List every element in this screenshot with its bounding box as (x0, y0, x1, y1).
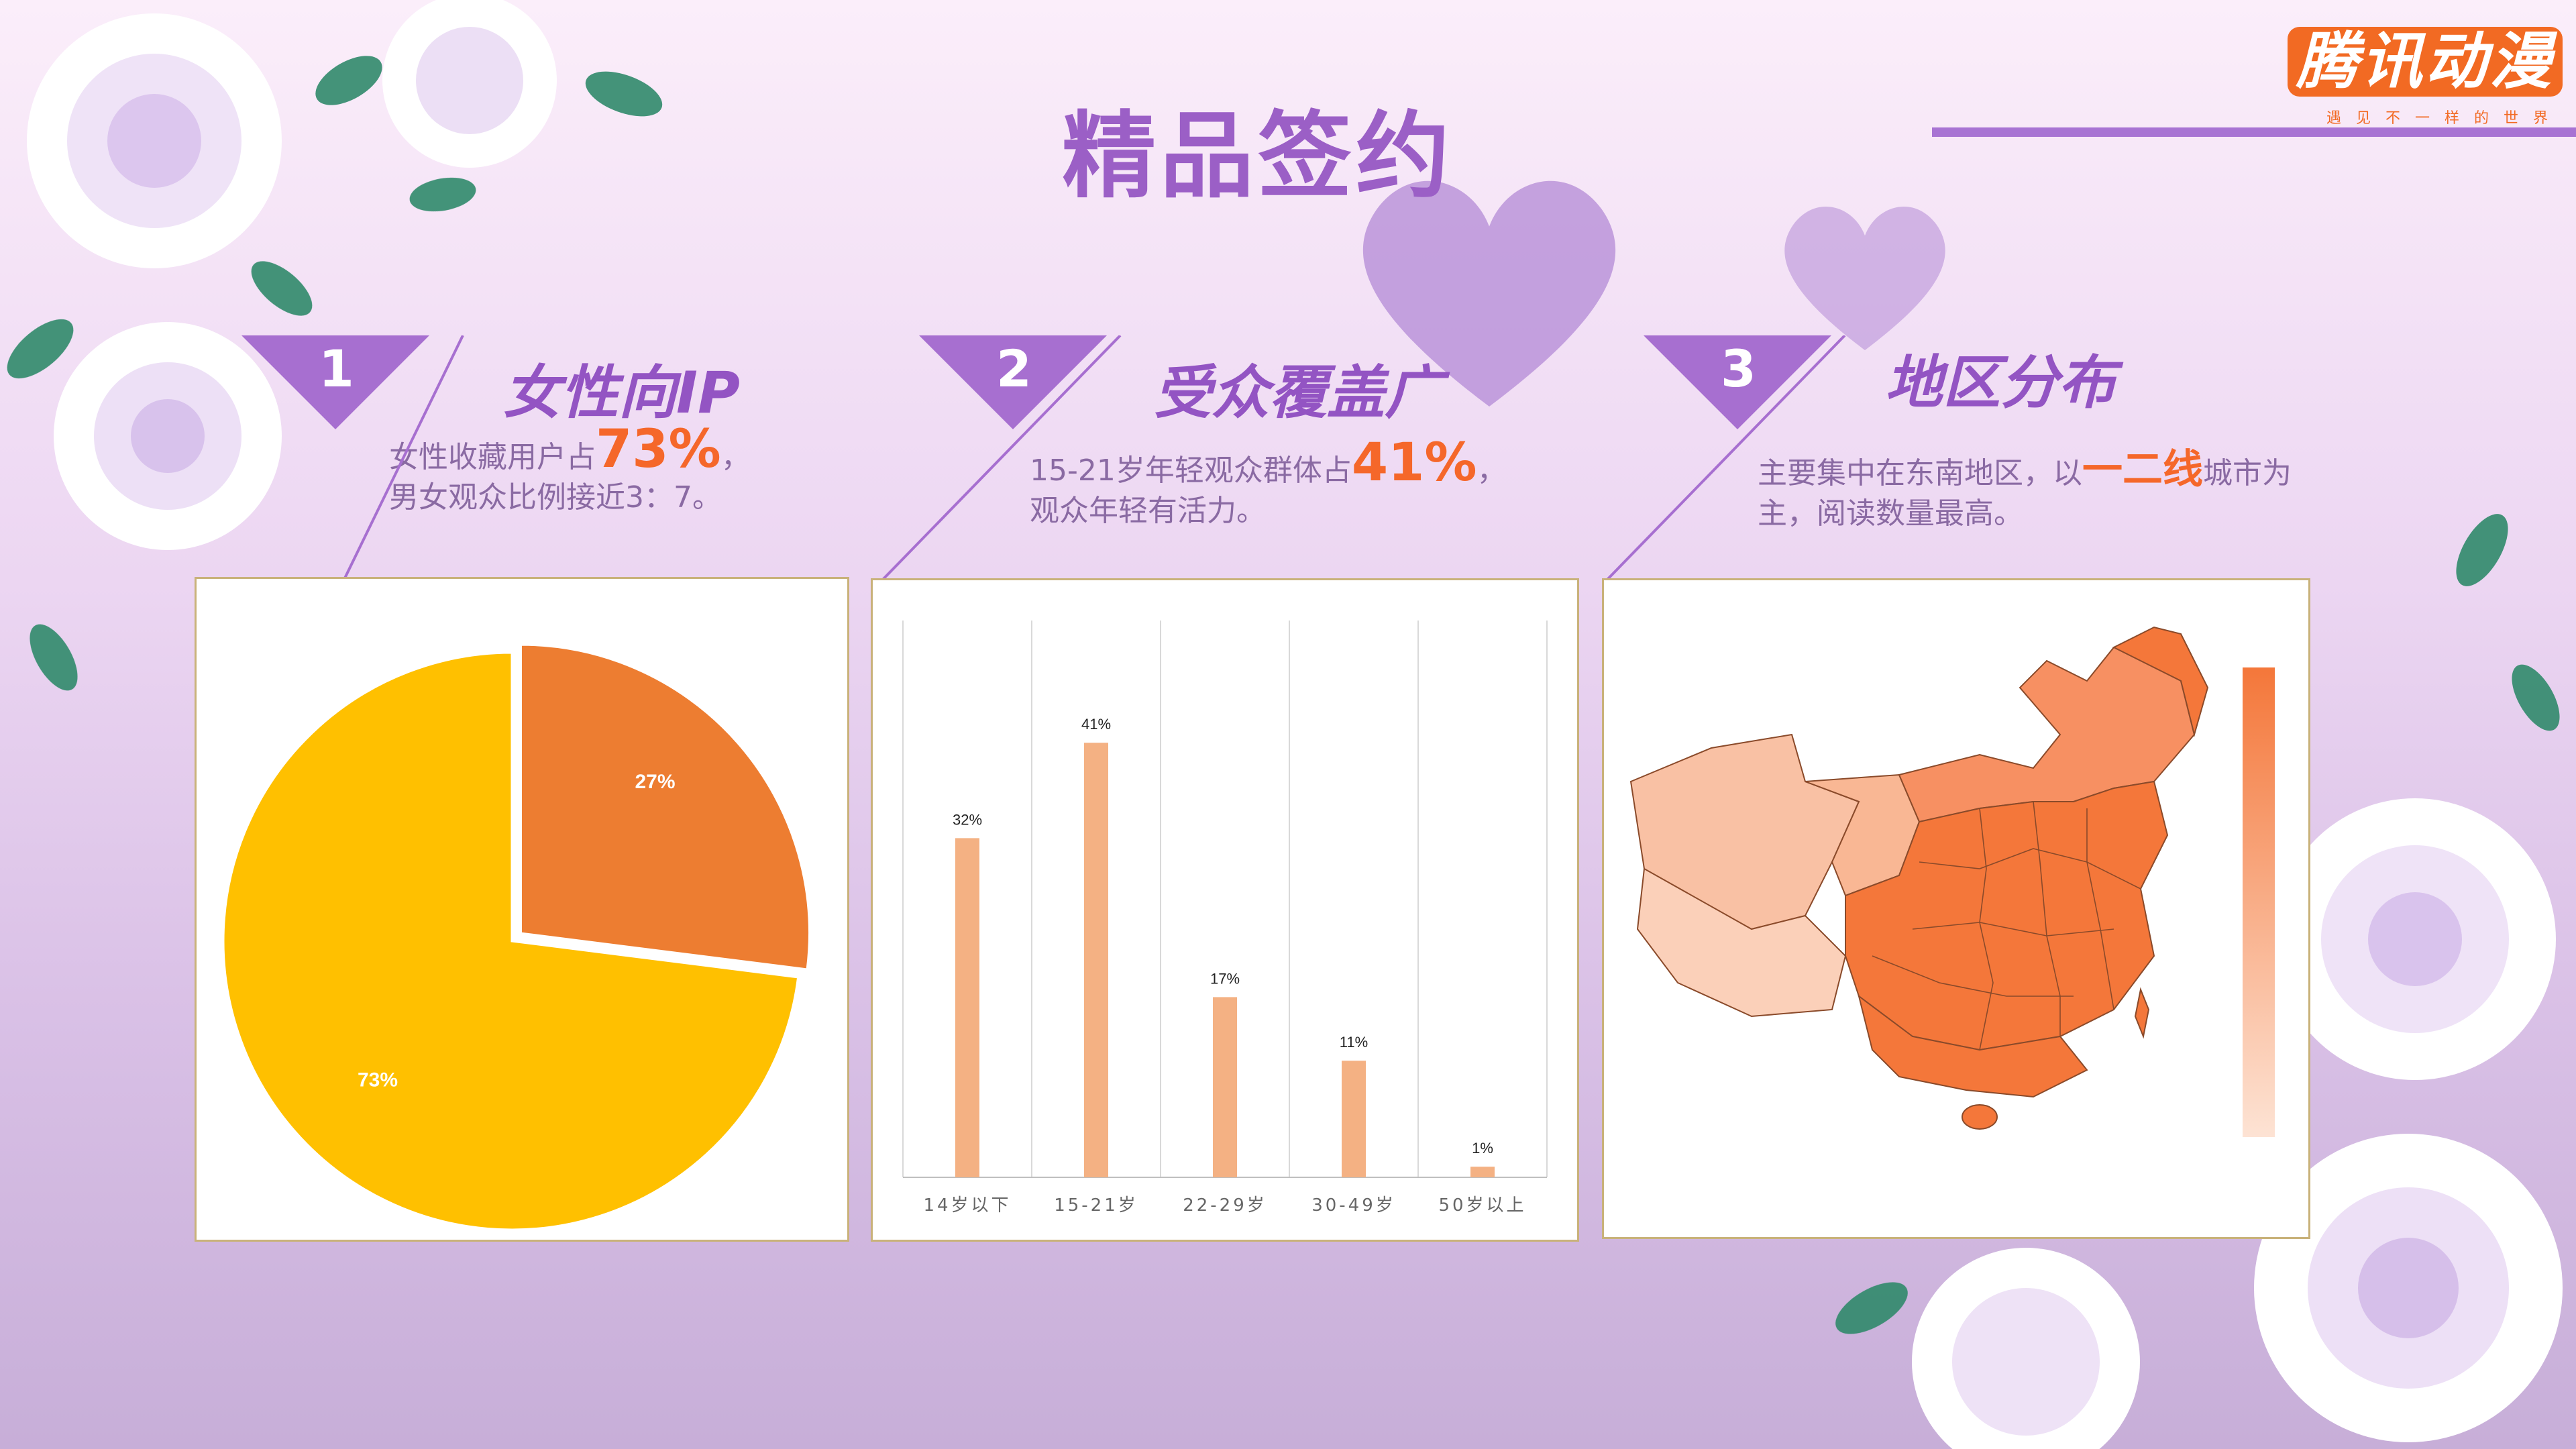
map-region-south (1858, 994, 2088, 1098)
section-1-accent-line (341, 335, 464, 584)
highlight-value: 73% (596, 419, 721, 480)
heart-decoration-icon (1784, 207, 1945, 350)
map-region-tibet (1636, 867, 1847, 1018)
map-region-hainan (1962, 1104, 1998, 1130)
bar-category-label: 50岁以上 (1438, 1195, 1526, 1216)
bar-chart-panel: 32% 14岁以下 41% 15-21岁 17% 22-29岁 11% 30-49岁 1% 50岁… (871, 578, 1579, 1242)
bar-3 (1213, 997, 1237, 1177)
section-2-triangle-icon (919, 335, 1107, 429)
section-2-title: 受众覆盖广 (1154, 360, 1442, 427)
section-1-triangle-icon (241, 335, 429, 429)
heart-decoration-icon (1362, 180, 1616, 407)
section-1-number: 1 (319, 339, 354, 398)
pie-chart: 27% 73% (222, 643, 810, 1231)
map-legend-scale (2243, 667, 2275, 1137)
section-3-title: 地区分布 (1885, 350, 2116, 417)
map-region-northeast (2112, 626, 2209, 737)
bar-category-label: 15-21岁 (1054, 1195, 1138, 1216)
bar-value-label: 41% (1081, 716, 1111, 733)
pie-chart-panel: 27% 73% (195, 577, 849, 1242)
china-map (1629, 626, 2275, 1137)
section-3-triangle-icon (1644, 335, 1831, 429)
title-underline (1932, 127, 2576, 137)
bar-2 (1084, 743, 1108, 1177)
section-1-title: 女性向IP (503, 360, 741, 427)
highlight-value: 41% (1351, 433, 1477, 493)
bar-value-label: 11% (1340, 1034, 1368, 1051)
bar-category-label: 22-29岁 (1183, 1195, 1267, 1216)
section-3-desc: 主要集中在东南地区，以一二线城市为 主，阅读数量最高。 (1758, 446, 2292, 531)
section-2-number: 2 (996, 339, 1032, 398)
logo-slogan: 遇见不一样的世界 (2326, 110, 2563, 127)
bar-4 (1342, 1061, 1366, 1177)
rose-decoration-icon (1835, 514, 2563, 1449)
rose-decoration-icon (7, 0, 663, 691)
bar-category-label: 14岁以下 (923, 1195, 1011, 1216)
section-3-number: 3 (1721, 339, 1756, 398)
bar-1 (955, 838, 979, 1177)
bar-chart: 32% 14岁以下 41% 15-21岁 17% 22-29岁 11% 30-49岁 1% 50岁… (902, 621, 1548, 1216)
highlight-value: 一二线 (2082, 446, 2203, 493)
bar-category-label: 30-49岁 (1311, 1195, 1396, 1216)
map-panel (1602, 578, 2310, 1239)
tencent-comic-logo: 腾讯动漫 遇见不一样的世界 (2288, 27, 2569, 127)
bar-5 (1470, 1167, 1495, 1177)
pie-slice-label: 73% (358, 1069, 398, 1091)
section-1-desc: 女性收藏用户占73%， 男女观众比例接近3：7。 (389, 419, 751, 515)
pie-slice-1 (520, 643, 810, 971)
logo-text: 腾讯动漫 (2288, 27, 2563, 97)
map-region-taiwan (2134, 987, 2150, 1039)
pie-slice-2 (222, 651, 800, 1231)
bar-value-label: 32% (953, 811, 982, 828)
pie-slice-label: 27% (635, 771, 675, 793)
section-2-accent-line (877, 335, 1122, 585)
bar-value-label: 1% (1472, 1140, 1493, 1157)
section-2-desc: 15-21岁年轻观众群体占41%， 观众年轻有活力。 (1030, 433, 1507, 528)
page-title: 精品签约 (1061, 102, 1454, 211)
bar-value-label: 17% (1210, 970, 1240, 987)
section-3-accent-line (1602, 335, 1846, 585)
